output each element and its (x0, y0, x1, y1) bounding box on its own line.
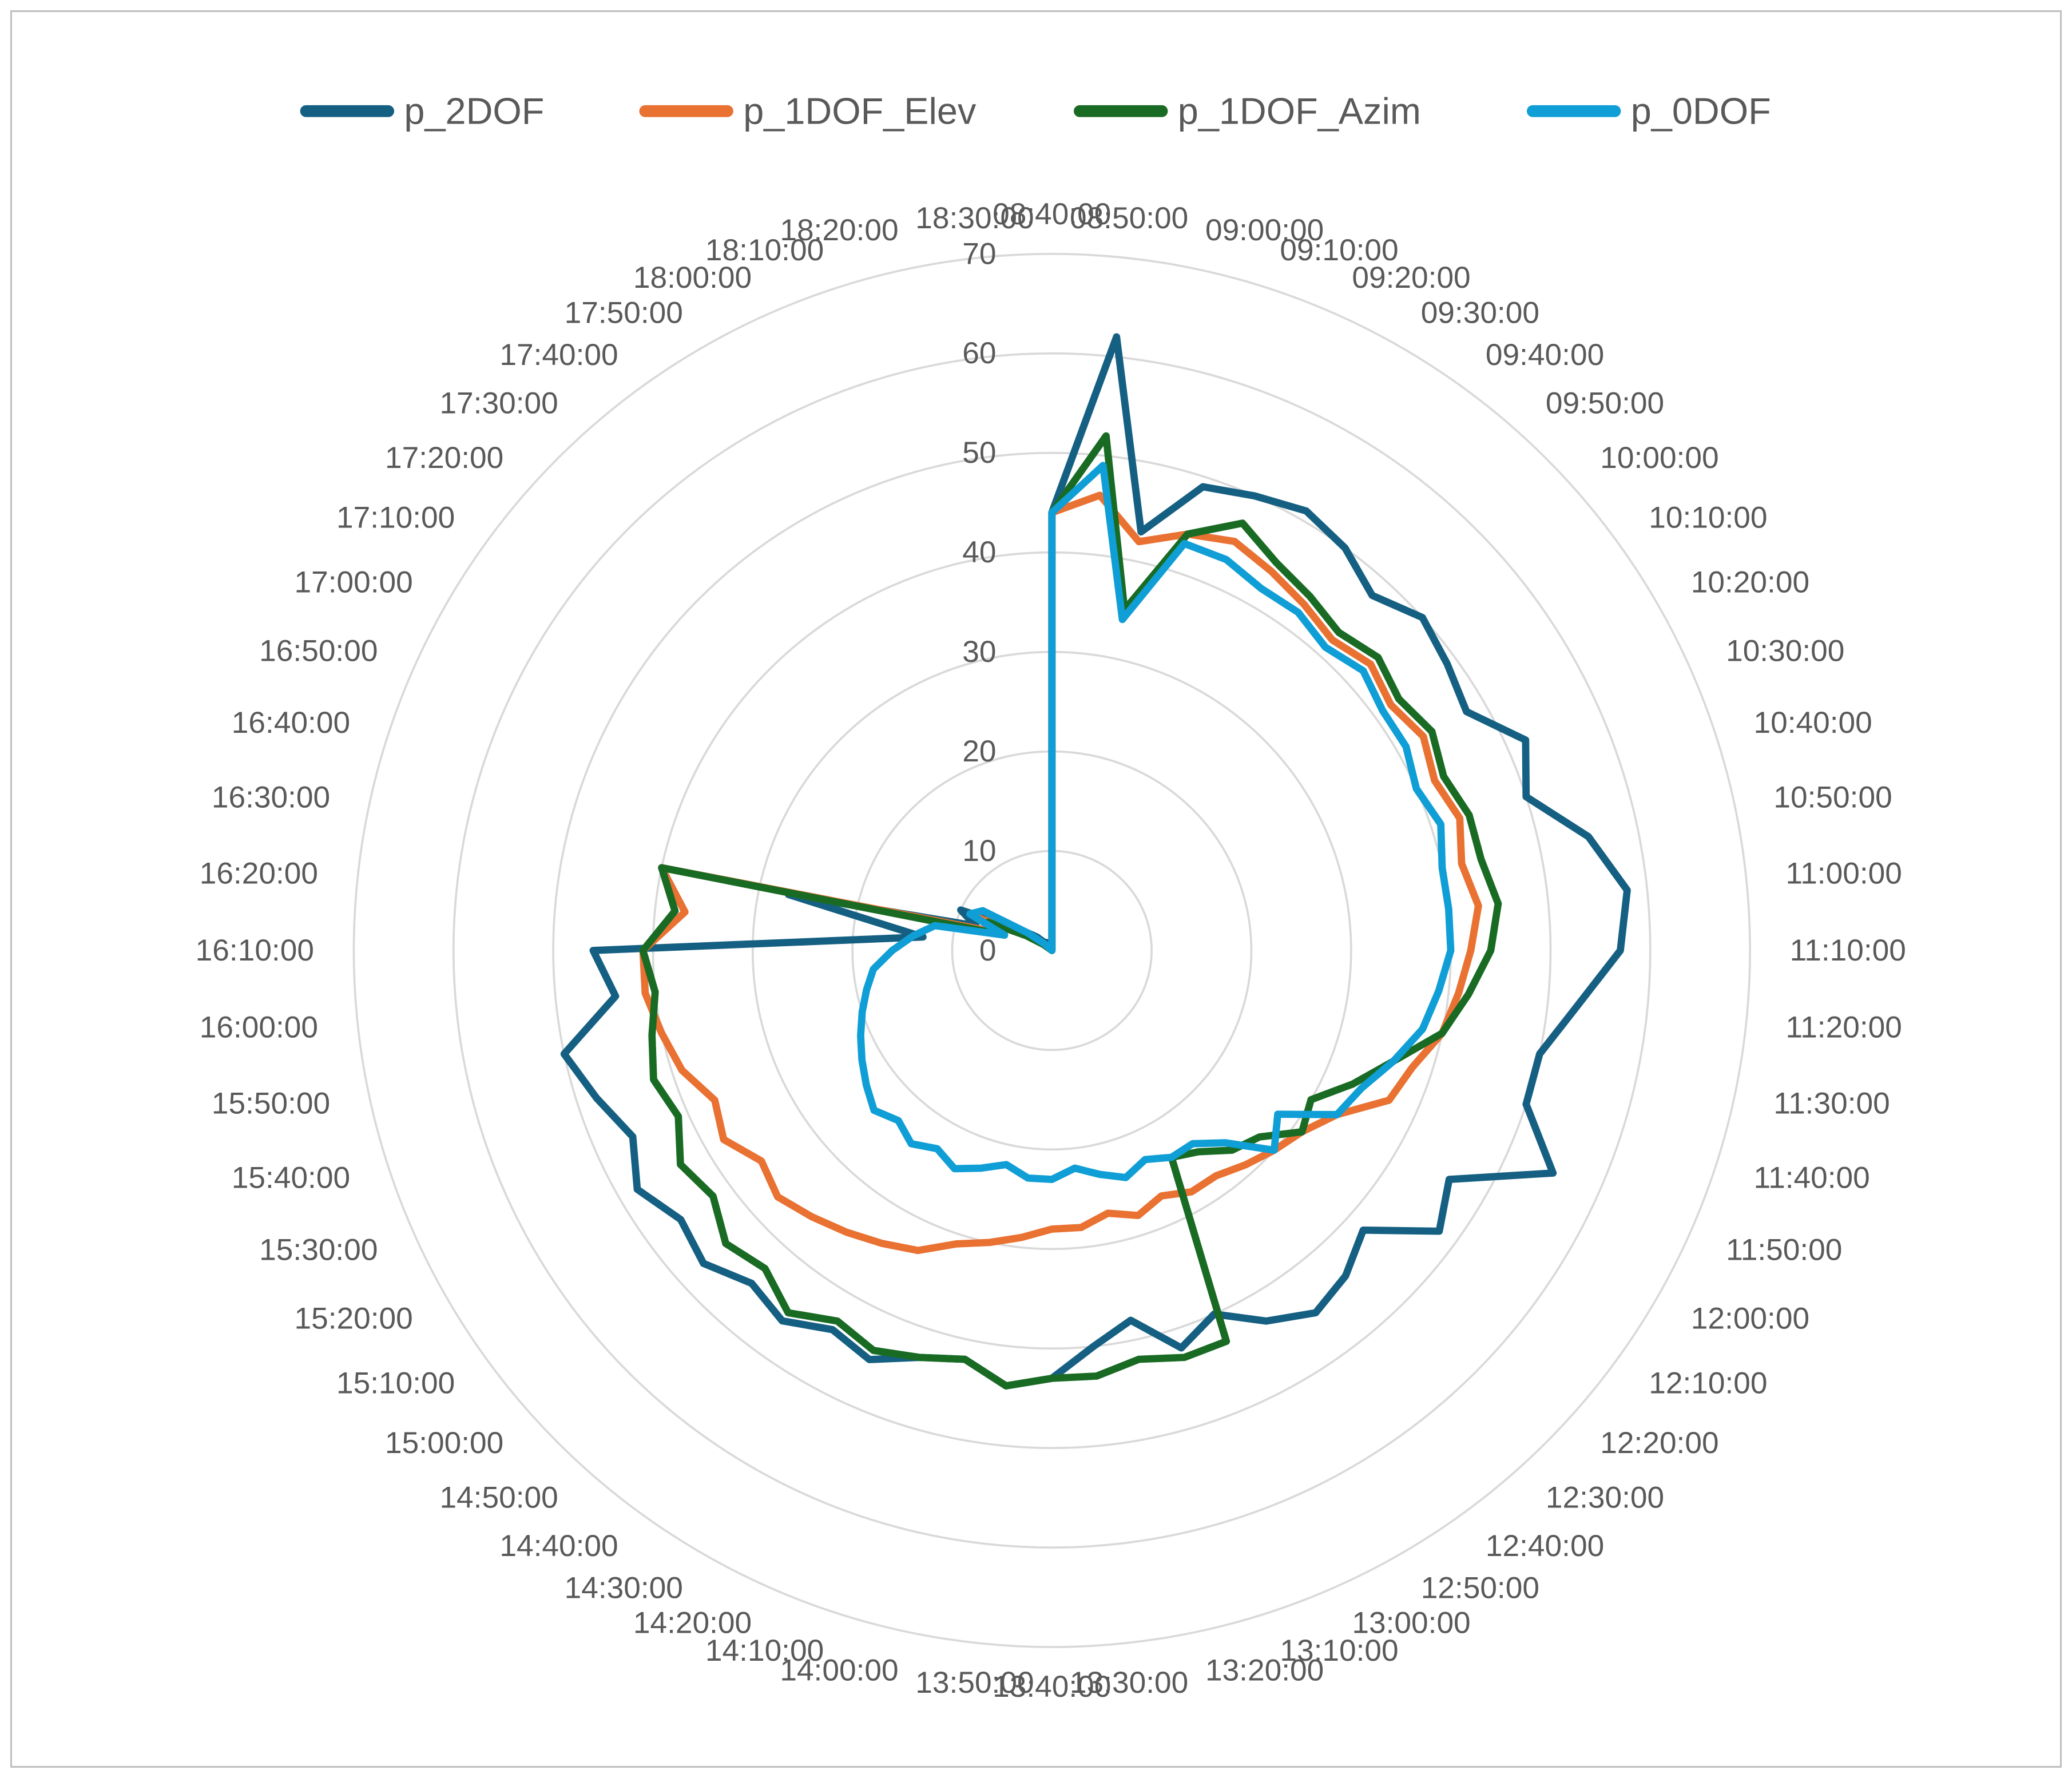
category-label: 09:30:00 (1421, 296, 1539, 330)
category-label: 16:40:00 (232, 706, 350, 740)
category-label: 08:50:00 (1070, 201, 1188, 235)
category-label: 15:10:00 (336, 1366, 455, 1400)
category-label: 09:20:00 (1352, 261, 1470, 295)
category-label: 13:50:00 (915, 1666, 1034, 1700)
category-label: 15:40:00 (232, 1161, 350, 1195)
category-label: 16:30:00 (212, 780, 330, 814)
category-label: 17:50:00 (565, 296, 683, 330)
radial-axis-label: 10 (962, 834, 996, 868)
category-label: 14:30:00 (565, 1571, 683, 1605)
category-label: 10:40:00 (1753, 706, 1872, 740)
legend-item-p_1DOF_Azim[interactable]: p_1DOF_Azim (1073, 90, 1421, 132)
category-label: 13:30:00 (1070, 1666, 1188, 1700)
category-label: 12:10:00 (1649, 1366, 1767, 1400)
category-label: 17:40:00 (499, 338, 618, 372)
category-label: 13:40:00 (993, 1670, 1111, 1704)
legend-item-p_2DOF[interactable]: p_2DOF (300, 90, 544, 132)
chart-frame: 0 10 20 30 40 50 60 70 08:40:00 08:50:00 09:00:00 0… (10, 10, 2062, 1768)
category-label: 13:20:00 (1205, 1654, 1324, 1688)
legend-item-p_0DOF[interactable]: p_0DOF (1526, 90, 1771, 132)
category-label: 11:10:00 (1790, 934, 1906, 967)
category-label: 16:20:00 (200, 856, 318, 890)
category-label: 11:30:00 (1773, 1087, 1890, 1121)
category-label: 08:40:00 (993, 197, 1111, 231)
category-label: 14:20:00 (633, 1606, 752, 1640)
category-label: 12:50:00 (1421, 1571, 1539, 1605)
category-label: 17:20:00 (385, 441, 503, 475)
category-label: 14:50:00 (439, 1481, 558, 1514)
category-label: 09:00:00 (1205, 213, 1324, 247)
radial-axis-label: 0 (979, 934, 997, 967)
radial-axis-label: 50 (962, 436, 996, 470)
polar-gridline (552, 451, 1552, 1450)
category-label: 11:40:00 (1753, 1161, 1869, 1195)
category-label: 10:10:00 (1649, 501, 1767, 535)
category-label: 18:30:00 (915, 201, 1034, 235)
category-label: 09:40:00 (1486, 338, 1604, 372)
polar-gridline (352, 252, 1751, 1648)
category-label: 16:10:00 (196, 934, 314, 967)
category-label: 12:40:00 (1486, 1529, 1604, 1563)
radial-axis-label: 70 (962, 237, 996, 271)
series-line-p_2DOF (560, 333, 1631, 1390)
category-label: 10:30:00 (1726, 634, 1844, 668)
radial-axis-label: 40 (962, 535, 996, 569)
category-label: 16:50:00 (259, 634, 378, 668)
legend-label-p_1DOF_Azim: p_1DOF_Azim (1178, 90, 1421, 132)
radial-axis-label: 60 (962, 336, 996, 370)
legend-label-p_2DOF: p_2DOF (404, 90, 544, 132)
series-line-p_1DOF_Elev (639, 491, 1482, 1255)
category-label: 17:10:00 (336, 501, 455, 535)
legend-item-p_1DOF_Elev[interactable]: p_1DOF_Elev (639, 90, 977, 132)
radial-axis-label: 30 (962, 635, 996, 669)
category-label: 14:40:00 (499, 1529, 618, 1563)
category-label: 11:00:00 (1786, 856, 1902, 890)
legend: p_2DOF p_1DOF_Elev p_1DOF_Azim p_0DOF (300, 90, 1771, 132)
polar-gridline (452, 352, 1652, 1549)
legend-label-p_1DOF_Elev: p_1DOF_Elev (743, 90, 977, 132)
category-label: 13:00:00 (1352, 1606, 1470, 1640)
series-line-p_1DOF_Azim (639, 432, 1502, 1390)
category-label: 13:10:00 (1280, 1634, 1398, 1668)
category-label: 14:10:00 (705, 1634, 824, 1668)
category-label: 12:20:00 (1600, 1426, 1718, 1460)
category-label: 10:50:00 (1773, 780, 1892, 814)
category-label: 09:10:00 (1280, 233, 1398, 267)
category-label: 11:20:00 (1786, 1010, 1902, 1044)
legend-label-p_0DOF: p_0DOF (1631, 90, 1771, 132)
category-label: 10:20:00 (1691, 566, 1809, 600)
category-label: 17:30:00 (439, 387, 558, 420)
category-label: 11:50:00 (1726, 1233, 1842, 1267)
category-label: 18:20:00 (780, 213, 898, 247)
radial-axis-label: 20 (962, 735, 996, 768)
category-label: 15:50:00 (212, 1087, 330, 1121)
category-label: 16:00:00 (200, 1010, 318, 1044)
category-label: 10:00:00 (1600, 441, 1718, 475)
category-label: 17:00:00 (294, 566, 412, 600)
category-label: 15:30:00 (259, 1233, 378, 1267)
series-line-p_0DOF (857, 462, 1455, 1183)
category-label: 14:00:00 (780, 1654, 898, 1688)
radial-axis: 0 10 20 30 40 50 60 70 (962, 237, 996, 967)
category-label: 18:10:00 (705, 233, 824, 267)
category-label: 12:30:00 (1546, 1481, 1664, 1514)
category-label: 15:20:00 (294, 1301, 412, 1335)
category-label: 15:00:00 (385, 1426, 503, 1460)
category-label: 12:00:00 (1691, 1301, 1809, 1335)
category-label: 18:00:00 (633, 261, 752, 295)
category-label: 09:50:00 (1546, 387, 1664, 420)
